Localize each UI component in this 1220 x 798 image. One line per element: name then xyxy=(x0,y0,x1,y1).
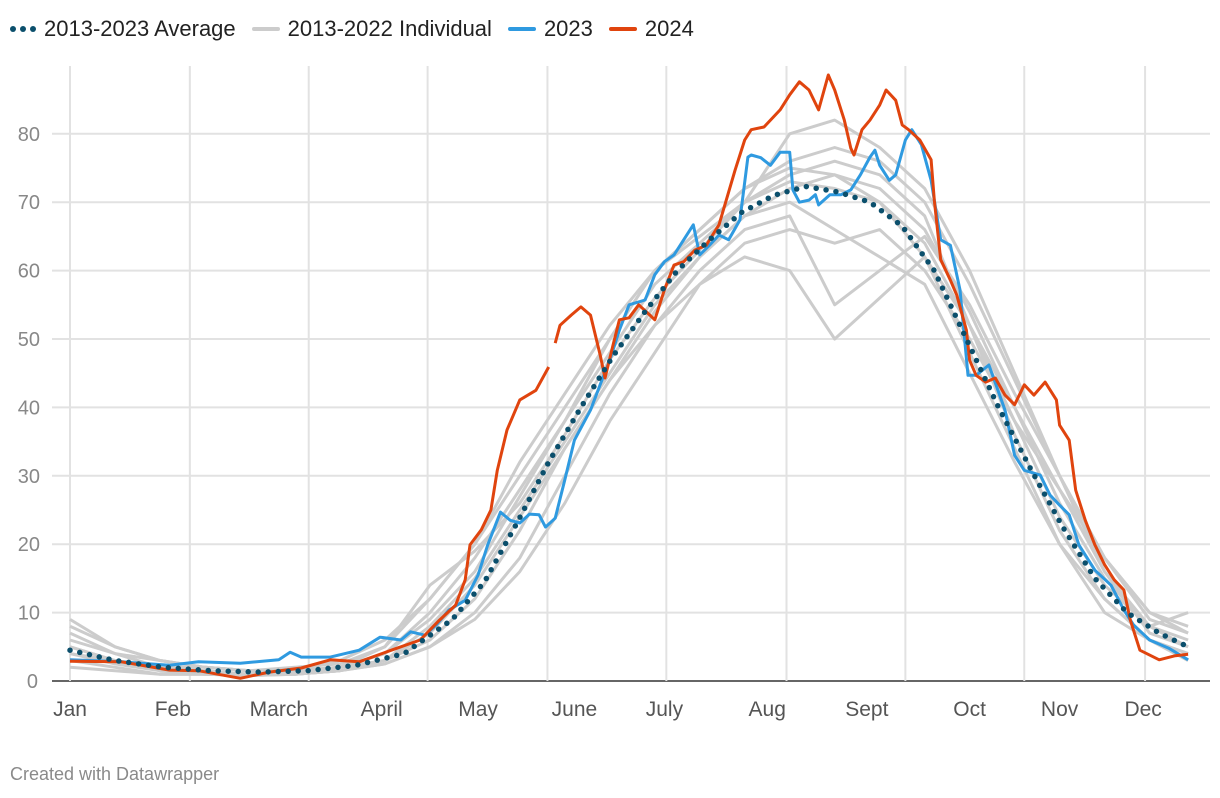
x-tick-label: Dec xyxy=(1124,698,1161,721)
legend-label: 2013-2022 Individual xyxy=(287,16,492,41)
highlight-lines xyxy=(67,73,1191,680)
individual-year-line xyxy=(69,146,1189,673)
y-tick-label: 80 xyxy=(18,124,40,146)
x-tick-label: April xyxy=(361,698,403,721)
y-tick-label: 50 xyxy=(18,329,40,351)
y-tick-label: 30 xyxy=(18,466,40,488)
y-tick-label: 0 xyxy=(27,671,38,693)
y-tick-label: 10 xyxy=(18,603,40,625)
line-swatch-icon xyxy=(608,27,637,31)
individual-years-lines xyxy=(69,118,1189,677)
x-tick-label: Jan xyxy=(53,698,87,721)
legend-item-average: 2013-2023 Average xyxy=(10,16,236,42)
series-2023-line xyxy=(69,128,1189,667)
y-tick-label: 20 xyxy=(18,534,40,556)
axis-labels: 0 10 20 30 40 50 60 70 80 Jan Feb March April May June… xyxy=(18,124,1162,721)
line-swatch-icon xyxy=(251,27,280,31)
y-tick-label: 70 xyxy=(18,192,40,214)
x-tick-label: July xyxy=(646,698,684,721)
x-tick-label: Nov xyxy=(1041,698,1079,721)
x-tick-label: Sept xyxy=(845,698,888,721)
individual-year-line xyxy=(69,173,1189,676)
x-tick-label: Aug xyxy=(749,698,786,721)
line-swatch-icon xyxy=(507,27,536,31)
y-tick-label: 60 xyxy=(18,261,40,283)
x-tick-label: Feb xyxy=(155,698,191,721)
legend-label: 2023 xyxy=(543,16,593,41)
x-tick-label: March xyxy=(250,698,308,721)
average-dotted-line xyxy=(67,183,1191,675)
legend-item-2024: 2024 xyxy=(608,16,694,42)
individual-year-line xyxy=(69,180,1189,673)
x-tick-label: May xyxy=(458,698,498,721)
legend-item-individual: 2013-2022 Individual xyxy=(251,16,492,42)
series-2024-line xyxy=(69,366,551,680)
footer-credit: Created with Datawrapper xyxy=(10,764,220,784)
x-tick-label: June xyxy=(552,698,598,721)
x-tick-label: Oct xyxy=(953,698,986,721)
gridlines xyxy=(52,66,1210,682)
legend-item-2023: 2023 xyxy=(507,16,593,42)
y-tick-label: 40 xyxy=(18,397,40,419)
chart-legend: 2013-2023 Average 2013-2022 Individual 2… xyxy=(10,16,710,42)
dotted-line-swatch-icon xyxy=(10,26,36,32)
individual-year-line xyxy=(69,200,1189,676)
legend-label: 2024 xyxy=(644,16,694,41)
legend-label: 2013-2023 Average xyxy=(44,16,236,41)
series-2024-line xyxy=(553,73,1189,662)
